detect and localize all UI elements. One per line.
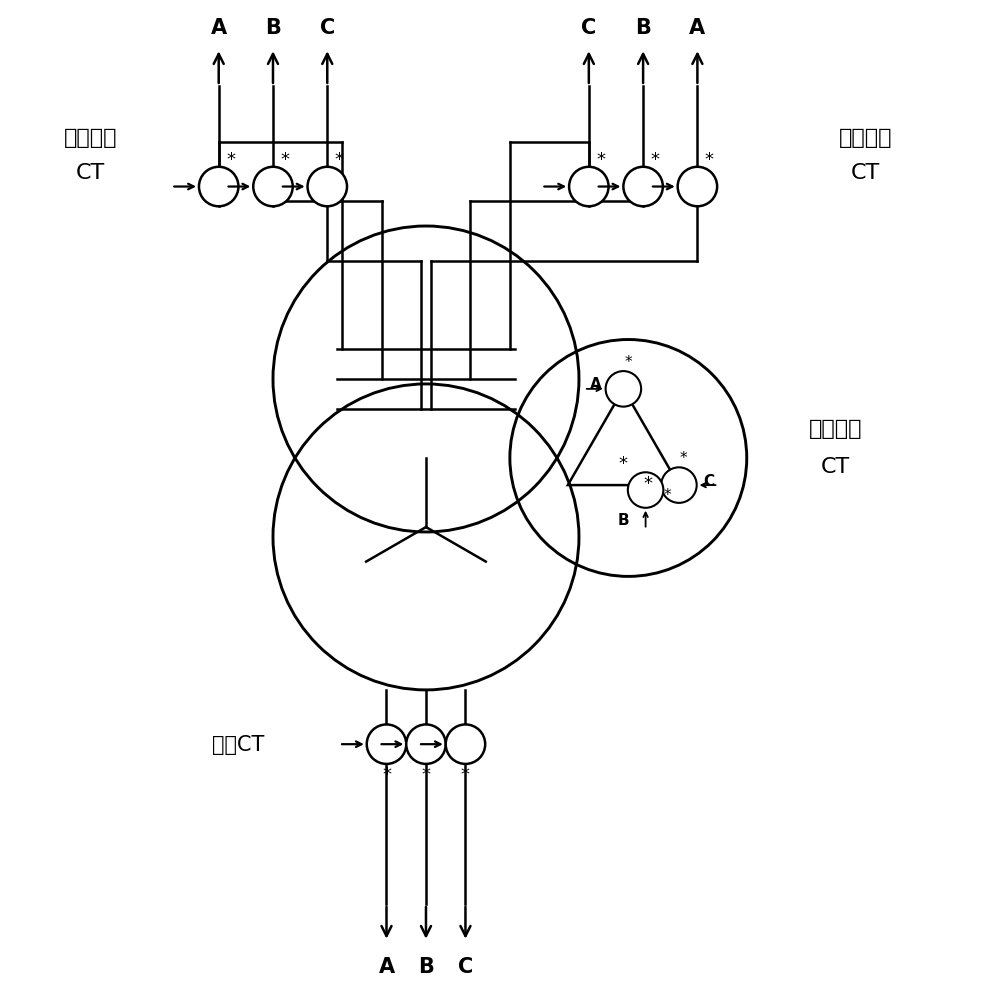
Circle shape (623, 168, 663, 207)
Circle shape (628, 473, 663, 509)
Circle shape (406, 725, 446, 764)
Text: *: * (650, 151, 659, 169)
Text: *: * (226, 151, 235, 169)
Text: B: B (618, 513, 630, 528)
Text: *: * (624, 354, 632, 370)
Text: *: * (280, 151, 289, 169)
Text: *: * (680, 451, 688, 465)
Text: C: C (320, 18, 335, 37)
Text: *: * (461, 765, 470, 783)
Text: 网侧首端: 网侧首端 (64, 128, 117, 148)
Circle shape (569, 168, 609, 207)
Circle shape (253, 168, 293, 207)
Text: 平衡绕组: 平衡绕组 (809, 419, 862, 439)
Text: A: A (689, 18, 705, 37)
Text: *: * (644, 474, 653, 492)
Text: *: * (382, 765, 391, 783)
Circle shape (606, 372, 641, 407)
Text: *: * (705, 151, 714, 169)
Circle shape (199, 168, 238, 207)
Text: B: B (418, 956, 434, 976)
Text: CT: CT (821, 457, 850, 476)
Text: C: C (458, 956, 473, 976)
Circle shape (367, 725, 406, 764)
Circle shape (678, 168, 717, 207)
Text: 网侧尾端: 网侧尾端 (838, 128, 892, 148)
Circle shape (308, 168, 347, 207)
Text: *: * (619, 455, 628, 472)
Text: B: B (265, 18, 281, 37)
Text: *: * (421, 765, 430, 783)
Text: 阀侧CT: 阀侧CT (212, 735, 265, 754)
Text: CT: CT (851, 163, 880, 182)
Circle shape (661, 467, 697, 503)
Text: CT: CT (76, 163, 105, 182)
Text: *: * (664, 488, 671, 503)
Text: *: * (335, 151, 344, 169)
Circle shape (446, 725, 485, 764)
Text: A: A (211, 18, 227, 37)
Text: C: C (703, 473, 714, 488)
Text: B: B (635, 18, 651, 37)
Text: A: A (590, 377, 602, 392)
Text: *: * (596, 151, 605, 169)
Text: A: A (378, 956, 395, 976)
Text: C: C (581, 18, 596, 37)
